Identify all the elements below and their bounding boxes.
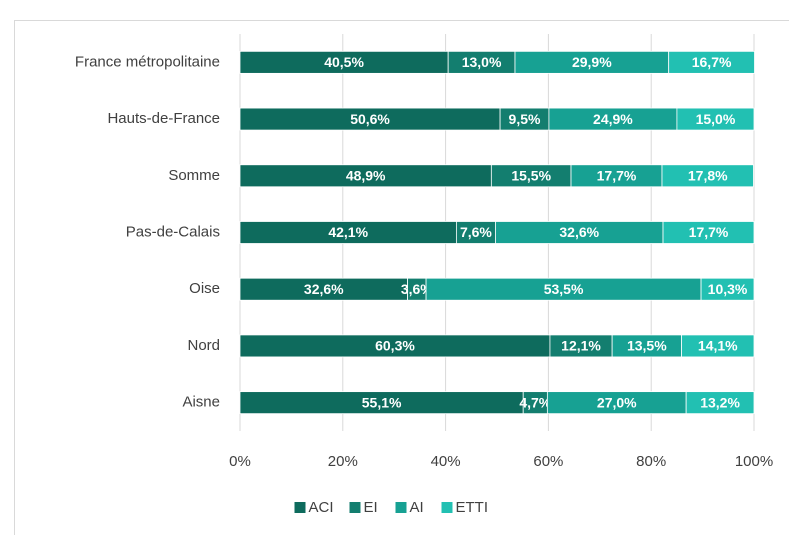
x-tick-label: 100% bbox=[735, 453, 773, 470]
value-label: 3,6% bbox=[401, 281, 433, 297]
value-label: 27,0% bbox=[597, 394, 637, 410]
y-tick-label: France métropolitaine bbox=[75, 53, 220, 70]
value-label: 15,0% bbox=[696, 111, 736, 127]
value-label: 13,0% bbox=[462, 54, 502, 70]
bar-segment bbox=[662, 221, 755, 244]
x-tick-label: 20% bbox=[328, 453, 358, 470]
value-label: 12,1% bbox=[561, 338, 601, 354]
value-label: 48,9% bbox=[346, 167, 386, 183]
x-tick-label: 40% bbox=[431, 453, 461, 470]
value-label: 60,3% bbox=[375, 338, 415, 354]
value-label: 4,7% bbox=[519, 394, 551, 410]
value-label: 24,9% bbox=[593, 111, 633, 127]
y-tick-label: Oise bbox=[189, 280, 220, 297]
value-label: 17,7% bbox=[689, 224, 729, 240]
value-label: 16,7% bbox=[692, 54, 732, 70]
value-label: 7,6% bbox=[460, 224, 492, 240]
legend-label: AI bbox=[410, 499, 424, 516]
legend-swatch bbox=[294, 502, 306, 513]
value-label: 13,2% bbox=[700, 394, 740, 410]
value-label: 15,5% bbox=[511, 167, 551, 183]
value-label: 32,6% bbox=[559, 224, 599, 240]
bar-segment bbox=[700, 277, 755, 301]
value-label: 50,6% bbox=[350, 111, 390, 127]
x-tick-label: 60% bbox=[533, 453, 563, 470]
value-label: 53,5% bbox=[544, 281, 584, 297]
y-tick-label: Somme bbox=[168, 167, 220, 184]
value-label: 55,1% bbox=[362, 394, 402, 410]
value-label: 32,6% bbox=[304, 281, 344, 297]
value-label: 29,9% bbox=[572, 54, 612, 70]
bar-segment bbox=[685, 391, 755, 415]
y-tick-label: Nord bbox=[187, 337, 220, 354]
value-label: 13,5% bbox=[627, 338, 667, 354]
bar-segment bbox=[676, 107, 755, 131]
value-label: 14,1% bbox=[698, 338, 738, 354]
value-label: 9,5% bbox=[509, 111, 541, 127]
legend-label: ACI bbox=[309, 499, 334, 516]
legend-swatch bbox=[441, 502, 453, 513]
value-label: 17,8% bbox=[688, 167, 728, 183]
value-label: 42,1% bbox=[328, 224, 368, 240]
bar-segment bbox=[661, 164, 754, 188]
y-tick-label: Hauts-de-France bbox=[107, 110, 220, 127]
y-tick-label: Pas-de-Calais bbox=[126, 223, 220, 240]
y-tick-label: Aisne bbox=[182, 394, 220, 411]
value-label: 17,7% bbox=[597, 167, 637, 183]
legend-swatch bbox=[395, 502, 407, 513]
bar-segment bbox=[681, 334, 755, 358]
legend-label: ETTI bbox=[456, 499, 489, 516]
bar-segment bbox=[668, 50, 755, 74]
legend-label: EI bbox=[364, 499, 378, 516]
x-tick-label: 0% bbox=[229, 453, 251, 470]
value-label: 10,3% bbox=[708, 281, 748, 297]
x-tick-label: 80% bbox=[636, 453, 666, 470]
chart-frame bbox=[14, 20, 789, 535]
value-label: 40,5% bbox=[324, 54, 364, 70]
legend-swatch bbox=[349, 502, 361, 513]
